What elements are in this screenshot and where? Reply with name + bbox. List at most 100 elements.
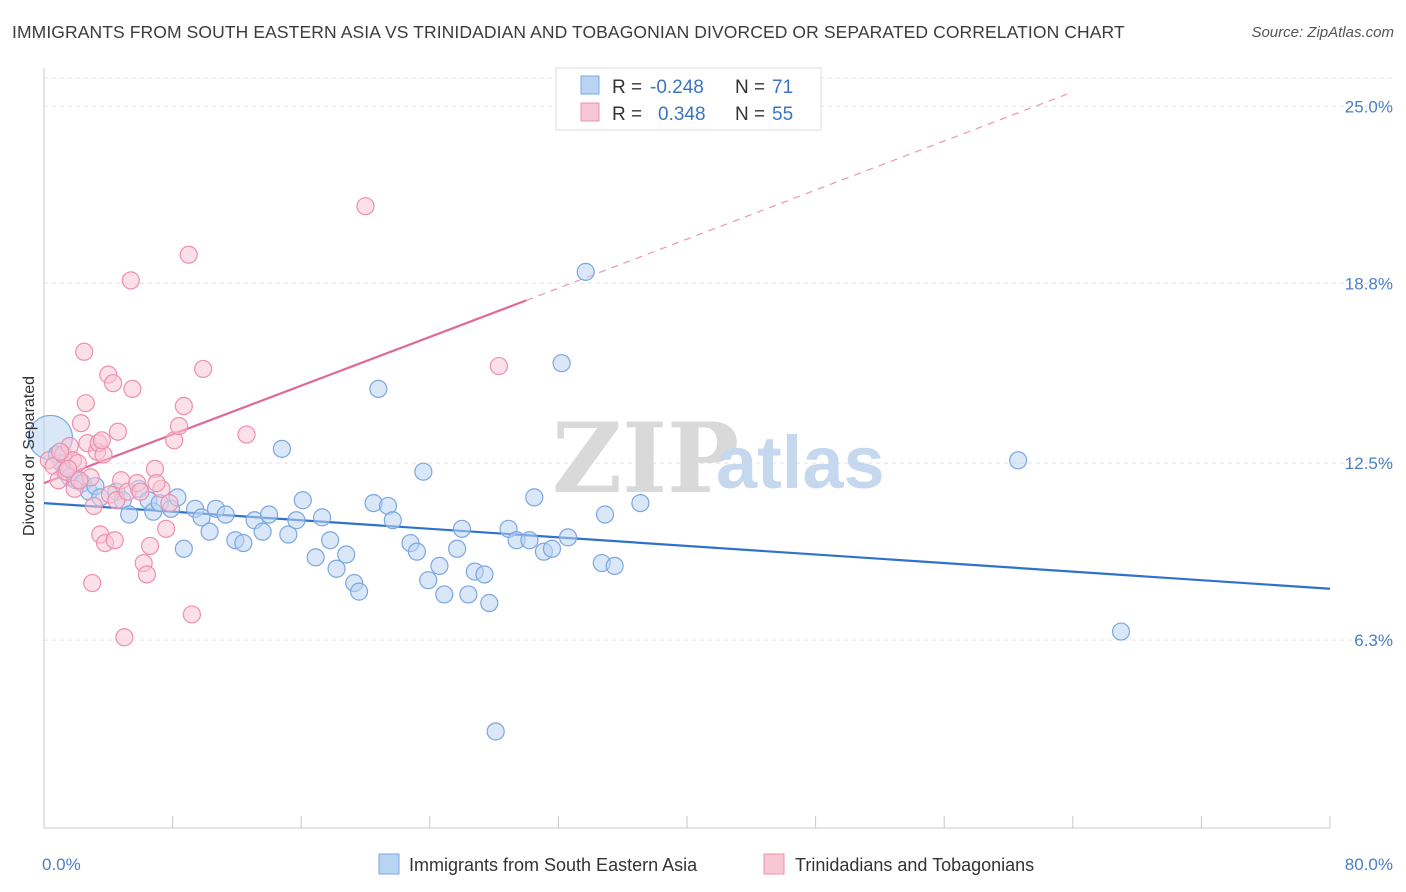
blue-point (552, 354, 571, 373)
grid-layer (44, 77, 1392, 641)
pink-point (194, 359, 213, 379)
pink-point (131, 482, 150, 501)
pink-point (83, 573, 102, 593)
legend-r-label-2: R = (612, 104, 642, 125)
pink-point (123, 379, 142, 399)
y-axis-title: Divorced or Separated (21, 376, 38, 536)
pink-point (356, 197, 375, 216)
blue-point (327, 559, 346, 578)
pink-point (115, 628, 134, 647)
blue-point (407, 542, 427, 561)
pink-point (70, 471, 89, 490)
pink-point (174, 396, 193, 416)
pink-point (137, 565, 156, 584)
pink-point (71, 414, 91, 433)
blue-point (306, 548, 325, 567)
blue-point (1111, 622, 1131, 641)
blue-point (576, 262, 595, 281)
blue-point (459, 585, 478, 604)
blue-point (430, 556, 449, 576)
pink-point (147, 474, 166, 493)
y-tick-label: 12.5% (1345, 454, 1393, 473)
blue-point (312, 508, 332, 527)
blue-point (216, 505, 235, 524)
blue-point (1009, 451, 1028, 470)
blue-point (293, 491, 312, 510)
blue-point (253, 522, 272, 541)
blue-point (486, 722, 505, 741)
watermark: ZIP atlas (552, 402, 885, 515)
pink-point (157, 519, 176, 538)
pink-point (59, 459, 78, 478)
blue-point (448, 539, 467, 558)
pink-point (108, 422, 128, 441)
axis-layer: 6.3% 12.5% 18.8% 25.0% 0.0% 80.0% (42, 68, 1393, 874)
blue-point (452, 519, 472, 538)
pink-trend-extension (526, 91, 1074, 301)
x-tick-label: 80.0% (1345, 855, 1393, 874)
legend-swatch-pink (580, 102, 600, 122)
legend-r-value-1: -0.248 (650, 77, 704, 98)
pink-point (105, 531, 124, 550)
legend-swatch-blue (580, 75, 600, 95)
legend-n-label-1: N = (735, 77, 765, 98)
blue-point (520, 531, 539, 550)
chart-title: IMMIGRANTS FROM SOUTH EASTERN ASIA VS TR… (12, 22, 1125, 42)
points-layer (27, 197, 1131, 741)
blue-point (605, 556, 624, 576)
series-legend-swatch-pink (763, 853, 785, 875)
pink-point (104, 374, 123, 393)
blue-point (200, 522, 219, 541)
blue-point (542, 539, 562, 558)
blue-point (480, 593, 499, 613)
blue-point (414, 462, 433, 481)
y-tick-label: 6.3% (1354, 631, 1393, 650)
legend-r-value-2: 0.348 (658, 104, 706, 125)
blue-point (337, 545, 356, 564)
pink-point (121, 271, 140, 290)
pink-point (84, 496, 103, 516)
blue-point (558, 528, 578, 547)
legend-frame (555, 67, 822, 131)
x-tick-label: 0.0% (42, 855, 81, 874)
series-legend-swatch-blue (378, 853, 400, 875)
pink-point (75, 342, 94, 361)
correlation-legend: R = -0.248 N = 71 R = 0.348 N = 55 (555, 67, 822, 131)
blue-point (631, 493, 650, 513)
blue-point (435, 585, 454, 604)
blue-point (259, 505, 279, 524)
blue-point (369, 379, 388, 399)
legend-n-value-2: 55 (772, 104, 793, 125)
y-tick-label: 18.8% (1345, 274, 1393, 293)
blue-point (192, 508, 211, 527)
blue-point (475, 565, 494, 584)
legend-n-value-1: 71 (772, 77, 793, 98)
blue-point (234, 533, 253, 553)
blue-point (287, 511, 306, 530)
pink-point (237, 425, 256, 444)
legend-n-label-2: N = (735, 104, 765, 125)
pink-point (169, 416, 189, 436)
pink-point (76, 394, 95, 413)
blue-point (595, 505, 615, 524)
series-legend: Immigrants from South Eastern Asia Trini… (378, 853, 1034, 875)
pink-trend-line (43, 299, 527, 485)
pink-point (140, 536, 160, 556)
blue-point (383, 511, 402, 530)
blue-point (419, 571, 438, 590)
legend-r-label-1: R = (612, 77, 642, 98)
series-legend-label-blue: Immigrants from South Eastern Asia (409, 855, 698, 875)
blue-point (525, 488, 544, 507)
blue-point (321, 531, 340, 550)
chart-source: Source: ZipAtlas.com (1251, 24, 1394, 41)
pink-point (489, 356, 509, 376)
pink-point (92, 431, 111, 450)
blue-point (120, 505, 139, 524)
series-legend-label-pink: Trinidadians and Tobagonians (795, 855, 1034, 875)
pink-point (182, 605, 201, 624)
pink-point (50, 442, 70, 461)
blue-point (349, 582, 369, 601)
pink-point (160, 493, 179, 513)
blue-point (174, 539, 193, 558)
